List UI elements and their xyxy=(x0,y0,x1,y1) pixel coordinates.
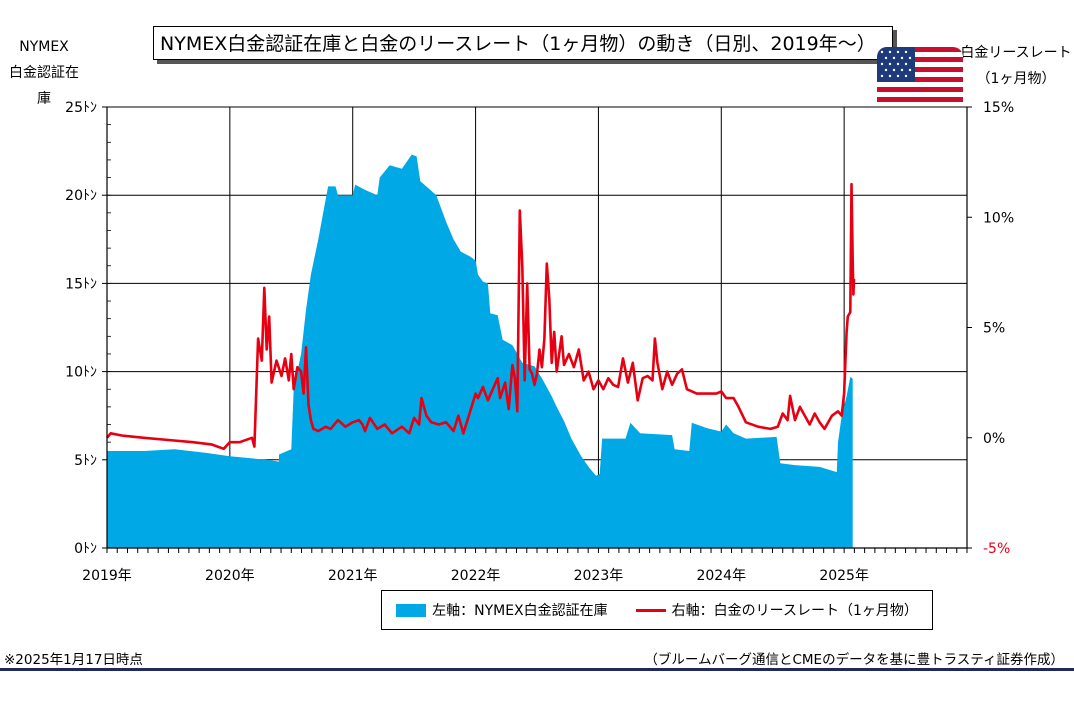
left-tick-label: 25ﾄﾝ xyxy=(65,100,97,116)
date-note: ※2025年1月17日時点 xyxy=(4,652,143,668)
right-tick-label: 0% xyxy=(983,431,1005,447)
right-axis-title: 白金リースレート （1ヶ月物） xyxy=(958,40,1074,92)
right-tick-label: -5% xyxy=(983,541,1010,557)
legend: 左軸：NYMEX白金認証在庫 右軸：白金のリースレート（1ヶ月物） xyxy=(381,590,933,630)
x-tick-label: 2023年 xyxy=(574,568,624,584)
right-tick-label: 5% xyxy=(983,321,1005,337)
source-note: （ブルームバーグ通信とCMEのデータを基に豊トラスティ証券作成） xyxy=(644,652,1064,668)
legend-label-lease: 右軸：白金のリースレート（1ヶ月物） xyxy=(671,603,918,619)
legend-item-stock: 左軸：NYMEX白金認証在庫 xyxy=(396,600,608,620)
lease-rate-line-series xyxy=(105,182,856,451)
chart-title: NYMEX白金認証在庫と白金のリースレート（1ヶ月物）の動き（日別、2019年～… xyxy=(153,26,893,60)
stock-area-series xyxy=(107,154,853,548)
left-tick-label: 0ﾄﾝ xyxy=(74,541,97,557)
us-flag-icon xyxy=(877,47,963,113)
left-axis-title-line1: NYMEX xyxy=(19,39,69,55)
left-axis-title: NYMEX 白金認証在庫 xyxy=(4,34,84,112)
legend-item-lease: 右軸：白金のリースレート（1ヶ月物） xyxy=(635,600,918,620)
left-axis-title-line2: 白金認証在庫 xyxy=(9,65,79,107)
left-tick-label: 15ﾄﾝ xyxy=(65,276,97,292)
right-axis-title-line2: （1ヶ月物） xyxy=(976,71,1056,87)
x-tick-label: 2022年 xyxy=(451,568,501,584)
legend-label-stock: 左軸：NYMEX白金認証在庫 xyxy=(432,603,608,619)
left-tick-label: 10ﾄﾝ xyxy=(65,365,97,381)
left-tick-label: 5ﾄﾝ xyxy=(74,453,97,469)
chart-canvas: 0ﾄﾝ 5ﾄﾝ 10ﾄﾝ 15ﾄﾝ 20ﾄﾝ 25ﾄﾝ 2019年 2020年 2021年 202… xyxy=(65,100,1014,584)
x-tick-label: 2025年 xyxy=(819,568,869,584)
legend-swatch-stock xyxy=(396,603,427,617)
x-tick-label: 2024年 xyxy=(696,568,746,584)
left-tick-label: 20ﾄﾝ xyxy=(65,188,97,204)
legend-swatch-lease xyxy=(635,608,666,612)
bottom-rule xyxy=(0,668,1074,671)
right-axis-title-line1: 白金リースレート xyxy=(960,45,1072,61)
x-tick-label: 2019年 xyxy=(82,568,132,584)
x-tick-label: 2021年 xyxy=(328,568,378,584)
right-tick-label: 10% xyxy=(983,210,1014,226)
x-tick-label: 2020年 xyxy=(205,568,255,584)
right-tick-label: 15% xyxy=(983,100,1014,116)
